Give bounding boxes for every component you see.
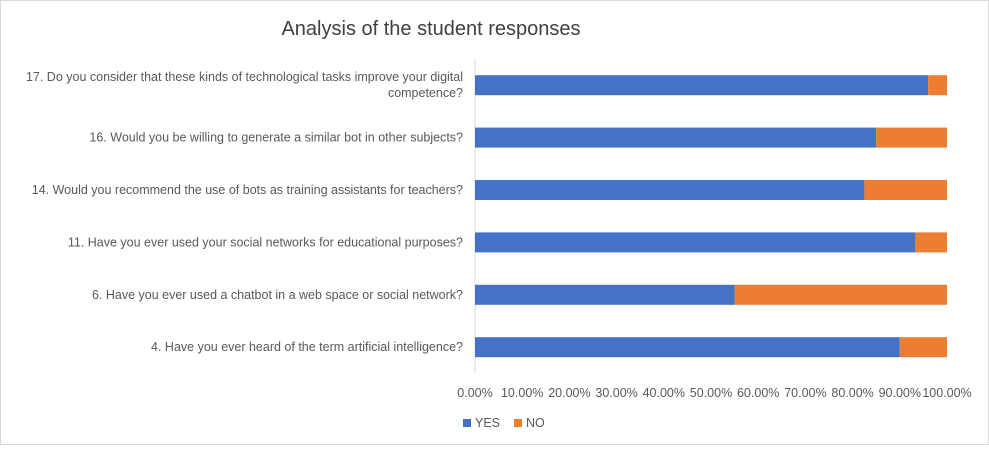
x-tick-label-10: 100.00% [922,386,971,400]
bar-no-2 [864,180,947,200]
legend-swatch-yes [463,419,471,427]
bar-no-1 [876,127,947,148]
category-label-4: 6. Have you ever used a chatbot in a web… [92,288,463,302]
category-label-2: 14. Would you recommend the use of bots … [32,183,463,197]
x-axis-ticks: 0.00% 10.00% 20.00% 30.00% 40.00% 50.00% 60.00… [457,386,971,400]
x-tick-label-3: 30.00% [595,386,637,400]
bar-yes-1 [475,127,877,148]
category-label-0: 17. Do you consider that these kinds of … [26,70,463,100]
legend-swatch-no [514,419,523,427]
bars-layer [474,59,947,374]
x-tick-label-6: 60.00% [737,386,779,400]
bar-yes-2 [475,180,865,200]
chart-title: Analysis of the student responses [281,18,580,40]
bar-no-4 [734,284,947,305]
category-label-5: 4. Have you ever heard of the term artif… [151,340,463,354]
bar-no-0 [928,75,947,96]
bar-no-3 [915,232,947,253]
x-tick-label-5: 50.00% [690,386,732,400]
x-tick-label-8: 80.00% [831,386,873,400]
legend: YES NO [463,416,545,430]
x-tick-label-1: 10.00% [501,386,543,400]
x-tick-label-4: 40.00% [643,386,685,400]
category-labels: 17. Do you consider that these kinds of … [26,70,463,354]
x-tick-label-0: 0.00% [457,386,492,400]
category-label-1: 16. Would you be willing to generate a s… [89,131,463,145]
x-tick-label-7: 70.00% [784,386,826,400]
x-tick-label-9: 90.00% [879,386,921,400]
bar-yes-0 [475,75,929,96]
bar-no-5 [899,337,947,358]
bar-yes-4 [475,284,735,305]
legend-label-yes: YES [475,416,500,430]
category-label-3: 11. Have you ever used your social netwo… [68,235,463,249]
legend-label-no: NO [526,416,545,430]
x-tick-label-2: 20.00% [548,386,590,400]
bar-yes-3 [475,232,916,253]
bar-yes-5 [475,337,900,358]
